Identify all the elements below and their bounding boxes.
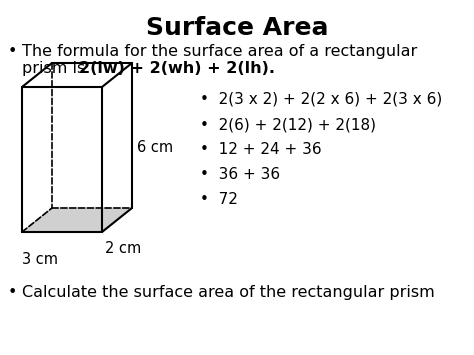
Text: 2(lw) + 2(wh) + 2(lh).: 2(lw) + 2(wh) + 2(lh).: [79, 61, 275, 76]
Text: The formula for the surface area of a rectangular: The formula for the surface area of a re…: [22, 44, 417, 59]
Polygon shape: [22, 208, 132, 232]
Text: •  2(3 x 2) + 2(2 x 6) + 2(3 x 6): • 2(3 x 2) + 2(2 x 6) + 2(3 x 6): [200, 92, 442, 107]
Text: •  36 + 36: • 36 + 36: [200, 167, 280, 182]
Text: 2 cm: 2 cm: [105, 241, 141, 256]
Text: •: •: [8, 44, 18, 59]
Text: 3 cm: 3 cm: [22, 252, 58, 267]
Text: Surface Area: Surface Area: [146, 16, 328, 40]
Text: prism is: prism is: [22, 61, 91, 76]
Text: 6 cm: 6 cm: [137, 140, 173, 155]
Text: •: •: [8, 285, 18, 300]
Text: •  2(6) + 2(12) + 2(18): • 2(6) + 2(12) + 2(18): [200, 117, 376, 132]
Text: Calculate the surface area of the rectangular prism: Calculate the surface area of the rectan…: [22, 285, 435, 300]
Text: •  72: • 72: [200, 192, 238, 207]
Text: •  12 + 24 + 36: • 12 + 24 + 36: [200, 142, 322, 157]
